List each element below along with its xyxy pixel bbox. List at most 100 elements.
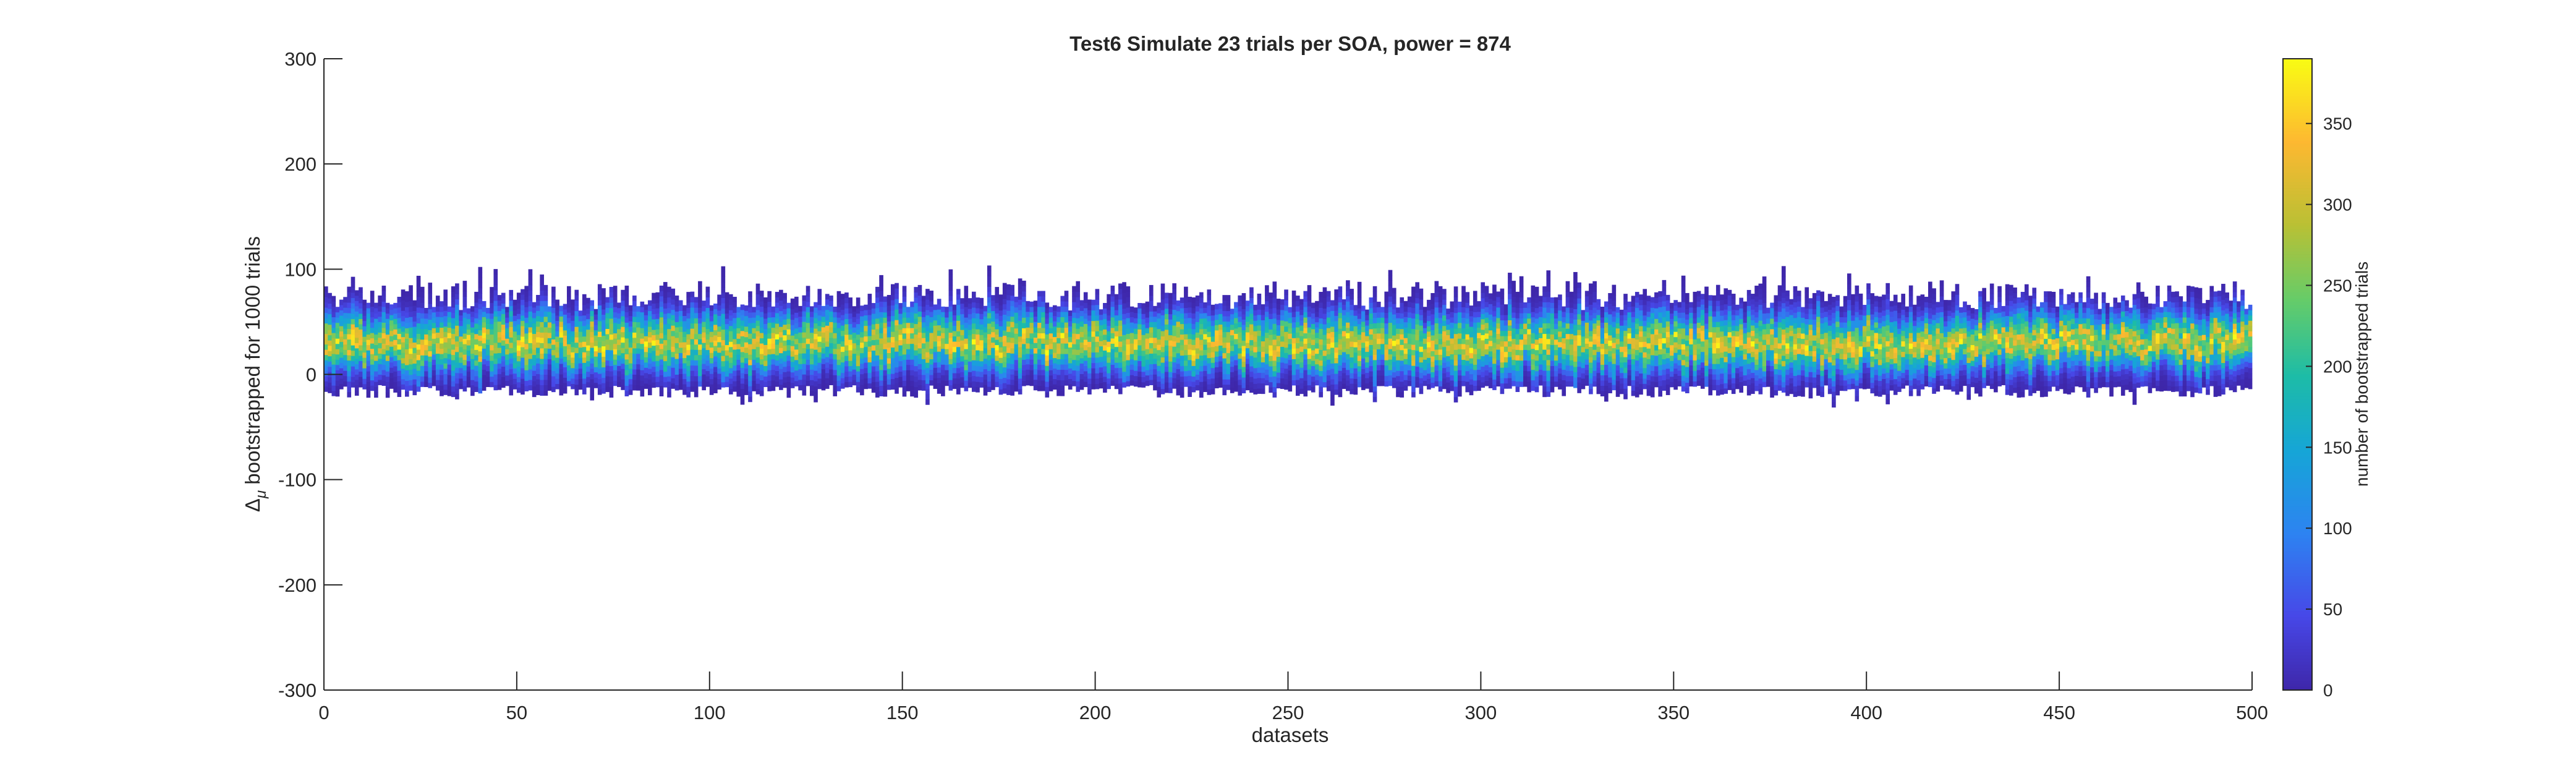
heatmap-cell: [1072, 375, 1076, 382]
heatmap-cell: [1072, 344, 1076, 350]
heatmap-cell: [405, 328, 409, 334]
heatmap-cell: [1091, 341, 1095, 347]
heatmap-cell: [1184, 360, 1188, 366]
heatmap-cell: [821, 316, 826, 322]
heatmap-cell: [501, 361, 506, 367]
heatmap-cell: [597, 294, 602, 301]
heatmap-cell: [1157, 349, 1162, 356]
heatmap-cell: [628, 368, 633, 374]
heatmap-cell: [1157, 391, 1162, 398]
heatmap-cell: [1218, 313, 1223, 320]
heatmap-cell: [1048, 328, 1053, 334]
dataset-column: [929, 291, 934, 386]
heatmap-cell: [775, 339, 780, 345]
heatmap-cell: [1091, 310, 1095, 316]
heatmap-cell: [898, 308, 903, 314]
heatmap-cell: [825, 325, 830, 331]
heatmap-cell: [470, 374, 475, 380]
heatmap-cell: [624, 385, 629, 391]
heatmap-cell: [624, 343, 629, 349]
heatmap-cell: [385, 350, 390, 356]
heatmap-cell: [933, 346, 938, 352]
heatmap-cell: [647, 373, 652, 380]
heatmap-cell: [987, 291, 992, 297]
heatmap-cell: [1168, 351, 1173, 357]
heatmap-cell: [551, 307, 556, 313]
heatmap-cell: [886, 379, 891, 385]
heatmap-cell: [532, 312, 537, 318]
heatmap-cell: [759, 359, 764, 365]
heatmap-cell: [613, 375, 618, 381]
heatmap-cell: [443, 336, 448, 343]
heatmap-cell: [1018, 336, 1022, 342]
heatmap-cell: [1195, 348, 1200, 354]
heatmap-cell: [1315, 380, 1319, 386]
heatmap-cell: [1118, 294, 1123, 300]
dataset-column: [1269, 292, 1273, 393]
heatmap-cell: [836, 359, 841, 365]
heatmap-cell: [987, 355, 992, 360]
heatmap-cell: [1188, 344, 1192, 350]
heatmap-cell: [802, 322, 807, 328]
heatmap-cell: [1110, 322, 1115, 328]
heatmap-cell: [566, 291, 571, 297]
heatmap-cell: [682, 357, 687, 364]
heatmap-cell: [1022, 333, 1026, 339]
heatmap-cell: [644, 336, 648, 342]
heatmap-cell: [1022, 296, 1026, 302]
heatmap-cell: [1014, 302, 1019, 308]
heatmap-cell: [1064, 333, 1069, 339]
heatmap-cell: [941, 338, 945, 344]
heatmap-cell: [725, 308, 729, 314]
heatmap-cell: [362, 331, 367, 337]
heatmap-cell: [929, 306, 934, 312]
heatmap-cell: [1018, 373, 1022, 379]
heatmap-cell: [1029, 338, 1034, 344]
heatmap-cell: [582, 310, 587, 316]
heatmap-cell: [354, 295, 359, 301]
heatmap-cell: [725, 313, 729, 319]
heatmap-cell: [593, 340, 598, 346]
heatmap-cell: [621, 316, 625, 322]
heatmap-cell: [1118, 346, 1123, 352]
heatmap-cell: [1133, 318, 1138, 324]
heatmap-cell: [752, 354, 757, 360]
heatmap-cell: [328, 377, 332, 383]
heatmap-cell: [967, 377, 972, 383]
heatmap-cell: [1257, 335, 1262, 341]
heatmap-cell: [775, 334, 780, 340]
heatmap-cell: [748, 349, 752, 355]
heatmap-cell: [786, 302, 791, 309]
heatmap-cell: [621, 384, 625, 390]
heatmap-cell: [929, 375, 934, 381]
heatmap-cell: [1168, 340, 1173, 346]
heatmap-cell: [698, 354, 702, 360]
heatmap-cell: [351, 335, 355, 341]
heatmap-cell: [393, 365, 397, 372]
heatmap-cell: [717, 305, 721, 311]
heatmap-cell: [682, 336, 687, 343]
heatmap-cell: [686, 344, 691, 351]
heatmap-cell: [1307, 364, 1312, 370]
heatmap-cell: [1180, 392, 1184, 398]
heatmap-cell: [833, 364, 838, 370]
heatmap-cell: [640, 349, 645, 355]
dataset-column: [1122, 282, 1126, 388]
heatmap-cell: [601, 314, 606, 320]
heatmap-cell: [1157, 360, 1162, 366]
heatmap-cell: [1037, 291, 1042, 297]
heatmap-cell: [1226, 305, 1231, 312]
dataset-column: [324, 286, 328, 392]
heatmap-cell: [1199, 376, 1204, 382]
heatmap-cell: [370, 291, 375, 297]
heatmap-cell: [945, 354, 949, 360]
heatmap-cell: [1157, 365, 1162, 372]
heatmap-cell: [871, 377, 876, 383]
heatmap-cell: [783, 382, 787, 388]
heatmap-cell: [1022, 354, 1026, 360]
heatmap-cell: [593, 330, 598, 336]
heatmap-cell: [1079, 337, 1084, 343]
heatmap-cell: [667, 292, 671, 298]
heatmap-cell: [836, 291, 841, 297]
heatmap-cell: [609, 355, 614, 361]
